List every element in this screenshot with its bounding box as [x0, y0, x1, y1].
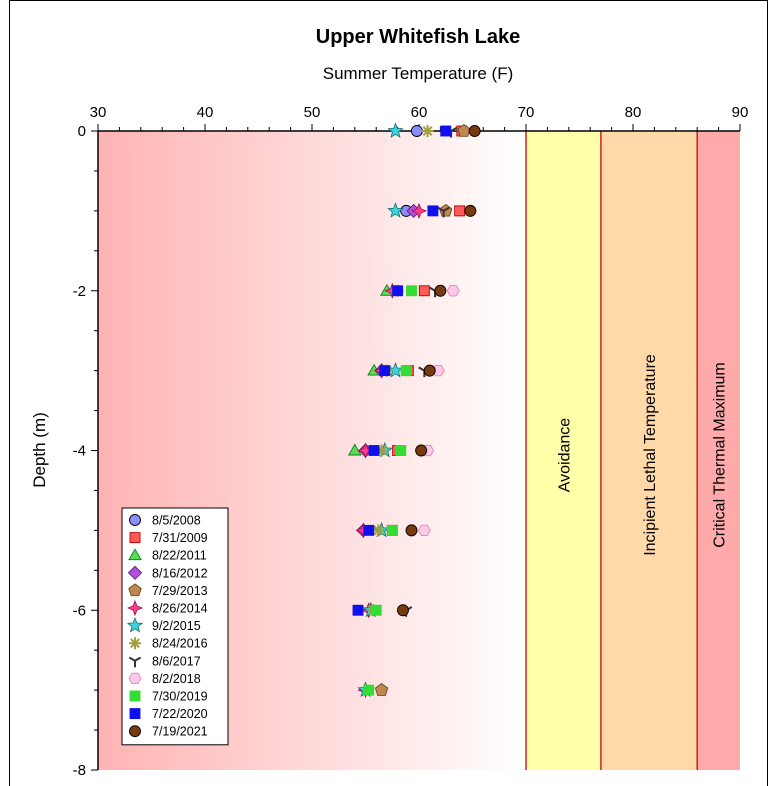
legend-marker: [129, 725, 141, 738]
legend-label: 8/26/2014: [152, 602, 208, 616]
point-square: [352, 604, 364, 616]
point-square: [379, 365, 391, 377]
legend-label: 8/22/2011: [152, 549, 207, 563]
zone-band-1: [526, 131, 601, 770]
point-star4: [410, 202, 428, 219]
legend-marker: [129, 637, 141, 650]
y-tick-label: -4: [73, 443, 86, 460]
point-square: [418, 285, 430, 297]
point-square: [370, 604, 382, 616]
legend-marker: [129, 514, 141, 526]
point-circle: [464, 204, 477, 217]
point-hexagon: [446, 285, 460, 297]
point-square: [368, 445, 380, 456]
x-axis-label: Summer Temperature (F): [323, 64, 514, 83]
x-tick-label: 90: [732, 104, 749, 121]
point-pentagon: [457, 123, 471, 137]
point-square: [392, 285, 404, 297]
x-tick-label: 50: [304, 104, 321, 121]
legend-marker: [128, 656, 142, 668]
point-star5: [387, 122, 404, 139]
y-tick-label: -6: [73, 602, 86, 619]
x-tick-label: 70: [518, 104, 535, 121]
legend-marker: [127, 565, 143, 580]
legend: 8/5/2008 7/31/2009 8/22/2011 8/16/2012 7/29/…: [121, 507, 229, 746]
point-star5: [387, 202, 404, 218]
legend-label: 7/19/2021: [152, 725, 208, 739]
point-square: [363, 684, 375, 696]
legend-label: 7/30/2019: [152, 690, 208, 704]
y-tick-label: -8: [73, 762, 86, 779]
point-square: [406, 285, 417, 297]
legend-label: 7/29/2013: [152, 584, 208, 598]
point-ystar: [437, 206, 450, 218]
zone-band-2: [600, 131, 698, 770]
legend-marker: [126, 599, 144, 617]
zone-label-2: Incipient Lethal Temperature: [642, 354, 659, 556]
point-square: [454, 205, 466, 217]
point-circle: [397, 604, 409, 617]
point-square: [440, 125, 452, 137]
point-circle: [423, 364, 436, 377]
legend-marker: [129, 708, 141, 720]
legend-marker: [128, 583, 142, 597]
legend-label: 8/24/2016: [152, 637, 208, 651]
zone-label-3: Critical Thermal Maximum: [712, 362, 729, 548]
y-axis-label: Depth (m): [30, 412, 49, 488]
point-hexagon: [417, 524, 431, 537]
zone-band-3: [697, 131, 740, 770]
point-asterisk: [372, 524, 385, 537]
point-circle: [415, 444, 428, 457]
point-square: [386, 524, 398, 536]
legend-marker: [129, 690, 141, 702]
legend-label: 8/5/2008: [152, 514, 201, 528]
legend-label: 8/16/2012: [152, 566, 208, 580]
legend-marker: [128, 672, 142, 685]
point-square: [363, 524, 375, 536]
legend-marker: [126, 616, 144, 633]
x-tick-label: 60: [411, 104, 428, 121]
legend-label: 7/31/2009: [152, 531, 208, 545]
point-square: [395, 445, 407, 456]
legend-label: 8/6/2017: [152, 654, 201, 668]
point-asterisk: [421, 125, 434, 137]
legend-label: 8/2/2018: [152, 672, 201, 686]
x-tick-label: 30: [90, 104, 107, 121]
point-triangle: [347, 443, 362, 456]
legend-marker: [129, 532, 141, 544]
point-circle: [410, 125, 423, 137]
chart-title: Upper Whitefish Lake: [316, 26, 520, 48]
x-tick-label: 80: [625, 104, 642, 121]
point-square: [427, 205, 439, 217]
point-circle: [434, 284, 447, 297]
temperature-zones: Avoidance Incipient Lethal Temperature Cri…: [98, 131, 740, 770]
legend-label: 9/2/2015: [152, 619, 201, 633]
legend-box: [121, 507, 229, 746]
chart-frame: [9, 0, 768, 786]
x-tick-label: 40: [197, 104, 214, 121]
y-tick-label: 0: [78, 123, 86, 140]
legend-label: 7/22/2020: [152, 707, 208, 721]
zone-label-1: Avoidance: [556, 418, 573, 493]
data-points: [347, 122, 481, 699]
point-pentagon: [374, 683, 389, 696]
point-circle: [405, 524, 418, 537]
legend-marker: [128, 548, 142, 561]
y-tick-label: -2: [73, 283, 86, 300]
point-square: [400, 365, 412, 377]
point-circle: [468, 125, 481, 137]
